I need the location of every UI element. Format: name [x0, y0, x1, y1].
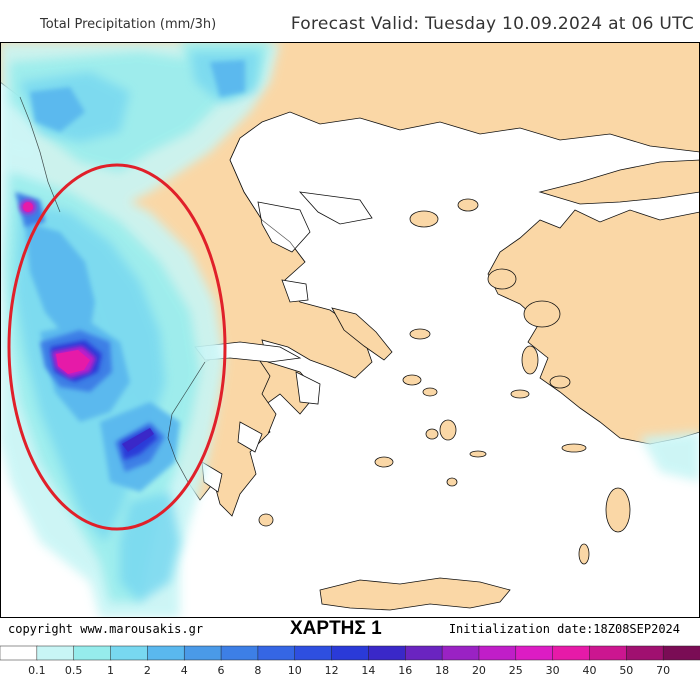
coastline-outline	[19, 96, 306, 483]
scale-tick-label: 0.5	[65, 664, 83, 677]
color-scale-ticks: 0.1 0.5 1 2 4 6 8 10 12 14 16 18 20 25 30 40 50 70	[28, 664, 670, 677]
scale-tick-label: 18	[435, 664, 449, 677]
initialization-date: Initialization date:18Z08SEP2024	[448, 622, 680, 636]
scale-swatch	[220, 645, 259, 661]
argolic-gulf	[237, 421, 263, 453]
precip-4mm-a	[25, 222, 95, 342]
precip-30mm	[56, 350, 90, 374]
island-andros	[402, 374, 422, 386]
scale-swatch	[515, 645, 554, 661]
scale-swatch	[405, 645, 443, 661]
scale-swatch	[478, 645, 517, 661]
precipitation-map	[0, 42, 700, 618]
scale-swatch	[626, 645, 664, 661]
island-kos	[561, 443, 587, 453]
color-scale-bar	[0, 645, 700, 661]
copyright-text: copyright www.marousakis.gr	[8, 622, 204, 636]
scale-tick-label: 30	[546, 664, 560, 677]
color-scale-legend: 0.1 0.5 1 2 4 6 8 10 12 14 16 18 20 25 30 40 50 70	[0, 645, 700, 677]
scale-swatch	[73, 645, 112, 661]
island-chios	[521, 345, 539, 375]
island-kythira	[258, 513, 274, 527]
euboea	[331, 307, 393, 361]
scale-tick-label: 40	[582, 664, 596, 677]
scale-swatch	[662, 645, 700, 661]
island-milos	[374, 456, 394, 468]
island-ikaria	[510, 389, 530, 399]
precip-4mm-e	[210, 60, 245, 97]
island-tinos	[422, 387, 438, 397]
map-header: Total Precipitation (mm/3h) Forecast Val…	[0, 0, 700, 42]
scale-swatch	[183, 645, 222, 661]
thermaic-gulf	[257, 201, 311, 253]
forecast-valid-time: Forecast Valid: Tuesday 10.09.2024 at 06…	[290, 14, 694, 34]
precip-30mm-north	[23, 202, 33, 212]
scale-tick-label: 1	[107, 664, 114, 677]
scale-swatch	[552, 645, 591, 661]
precip-2mm-south	[120, 492, 180, 602]
precip-16mm-streak	[122, 428, 154, 452]
island-samos	[549, 375, 571, 389]
scale-tick-label: 4	[181, 664, 188, 677]
scale-swatch	[441, 645, 480, 661]
scale-tick-label: 12	[325, 664, 339, 677]
island-karpathos	[578, 543, 590, 565]
scale-tick-label: 6	[218, 664, 225, 677]
pagasetic-gulf	[281, 279, 309, 303]
scale-tick-label: 70	[656, 664, 670, 677]
crete	[319, 577, 511, 611]
scale-swatch	[368, 645, 407, 661]
scale-tick-label: 50	[619, 664, 633, 677]
island-amorgos	[469, 450, 487, 458]
island-paros	[425, 428, 439, 440]
precip-4mm-d	[30, 87, 85, 132]
map-title: ΧΑΡΤΗΣ 1	[290, 618, 382, 639]
precip-light-east	[640, 432, 700, 482]
scale-tick-label: 14	[361, 664, 375, 677]
scale-tick-label: 0.1	[28, 664, 46, 677]
island-samothrace	[457, 198, 479, 212]
scale-tick-label: 16	[398, 664, 412, 677]
scale-swatch	[331, 645, 370, 661]
scale-tick-label: 25	[509, 664, 523, 677]
scale-tick-label: 20	[472, 664, 486, 677]
scale-swatch	[589, 645, 628, 661]
scale-tick-label: 10	[288, 664, 302, 677]
map-footer: copyright www.marousakis.gr ΧΑΡΤΗΣ 1 Ini…	[0, 618, 700, 642]
chalkidiki-gulfs	[298, 191, 373, 225]
island-naxos	[439, 419, 457, 441]
highlight-ellipse	[7, 163, 227, 531]
scale-swatch	[147, 645, 185, 661]
anatolia-north	[538, 159, 700, 205]
island-rhodes	[605, 487, 631, 533]
scale-swatch	[294, 645, 333, 661]
scale-tick-label: 2	[144, 664, 151, 677]
island-santorini	[446, 477, 458, 487]
island-lesvos	[523, 300, 561, 328]
product-title: Total Precipitation (mm/3h)	[40, 17, 217, 32]
island-thasos	[409, 210, 439, 228]
precipitation-field	[0, 42, 700, 618]
island-lemnos	[487, 268, 517, 290]
saronic-gulf	[295, 371, 321, 405]
scale-swatch	[0, 645, 38, 661]
scale-swatch	[110, 645, 149, 661]
island-skyros	[409, 328, 431, 340]
scale-swatch	[257, 645, 296, 661]
scale-tick-label: 8	[254, 664, 261, 677]
scale-swatch	[36, 645, 75, 661]
